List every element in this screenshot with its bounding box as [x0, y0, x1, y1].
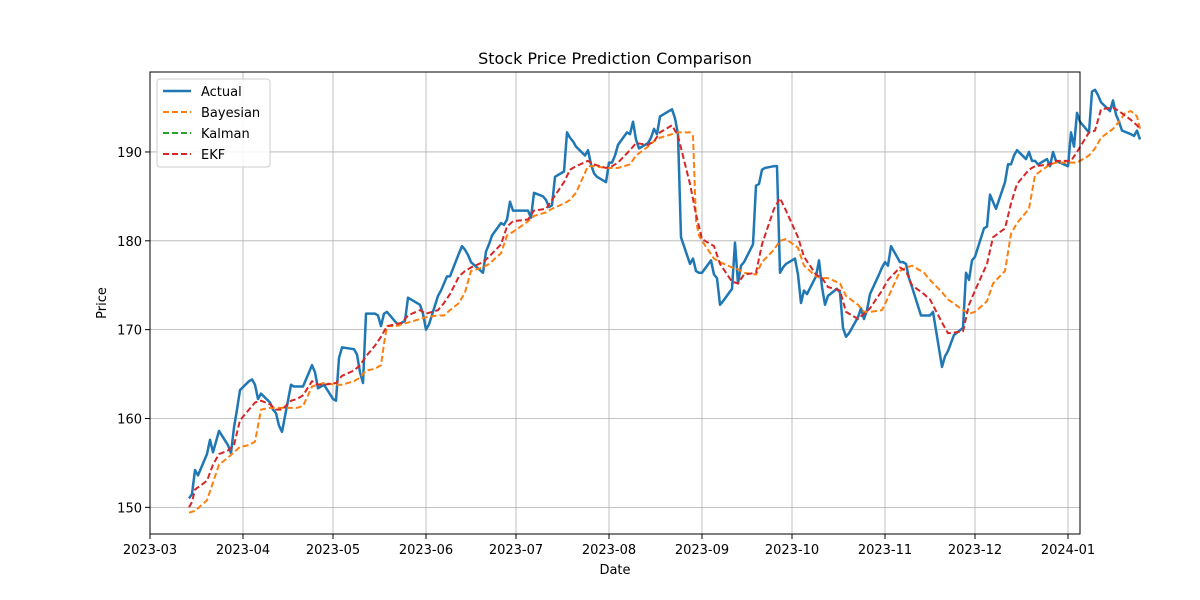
x-axis-label: Date	[599, 563, 630, 578]
x-axis-ticks: 2023-03 2023-04 2023-05 2023-06 2023-07 2023-…	[123, 534, 1095, 558]
legend: Actual Bayesian Kalman EKF	[156, 78, 271, 168]
x-tick-label: 2023-06	[399, 543, 453, 558]
x-tick-label: 2023-08	[582, 543, 636, 558]
x-tick-label: 2023-05	[306, 543, 360, 558]
x-tick-label: 2023-07	[489, 543, 543, 558]
plot-frame	[149, 71, 1081, 535]
y-tick-label: 150	[117, 501, 142, 516]
x-tick-label: 2023-12	[948, 543, 1002, 558]
y-axis-label: Price	[95, 287, 110, 319]
series-line-ekf	[188, 106, 1141, 508]
legend-label-bayesian: Bayesian	[201, 106, 260, 121]
series-line-actual	[187, 88, 1142, 500]
legend-label-actual: Actual	[201, 85, 242, 100]
y-tick-label: 160	[117, 413, 142, 428]
grid	[149, 72, 1080, 534]
x-tick-label: 2023-09	[675, 543, 729, 558]
x-tick-label: 2023-11	[858, 543, 912, 558]
series-lines	[187, 88, 1142, 514]
legend-box	[156, 78, 271, 168]
x-tick-label: 2024-01	[1041, 543, 1095, 558]
y-axis-ticks: 150 160 170 180 190	[117, 146, 150, 516]
x-tick-label: 2023-04	[216, 543, 270, 558]
y-tick-label: 180	[117, 235, 142, 250]
y-tick-label: 170	[117, 324, 142, 339]
x-tick-label: 2023-10	[765, 543, 819, 558]
legend-label-ekf: EKF	[201, 148, 225, 163]
series-line-bayesian	[188, 110, 1141, 514]
chart-title: Stock Price Prediction Comparison	[478, 49, 752, 68]
y-tick-label: 190	[117, 146, 142, 161]
x-tick-label: 2023-03	[123, 543, 177, 558]
legend-label-kalman: Kalman	[201, 127, 250, 142]
